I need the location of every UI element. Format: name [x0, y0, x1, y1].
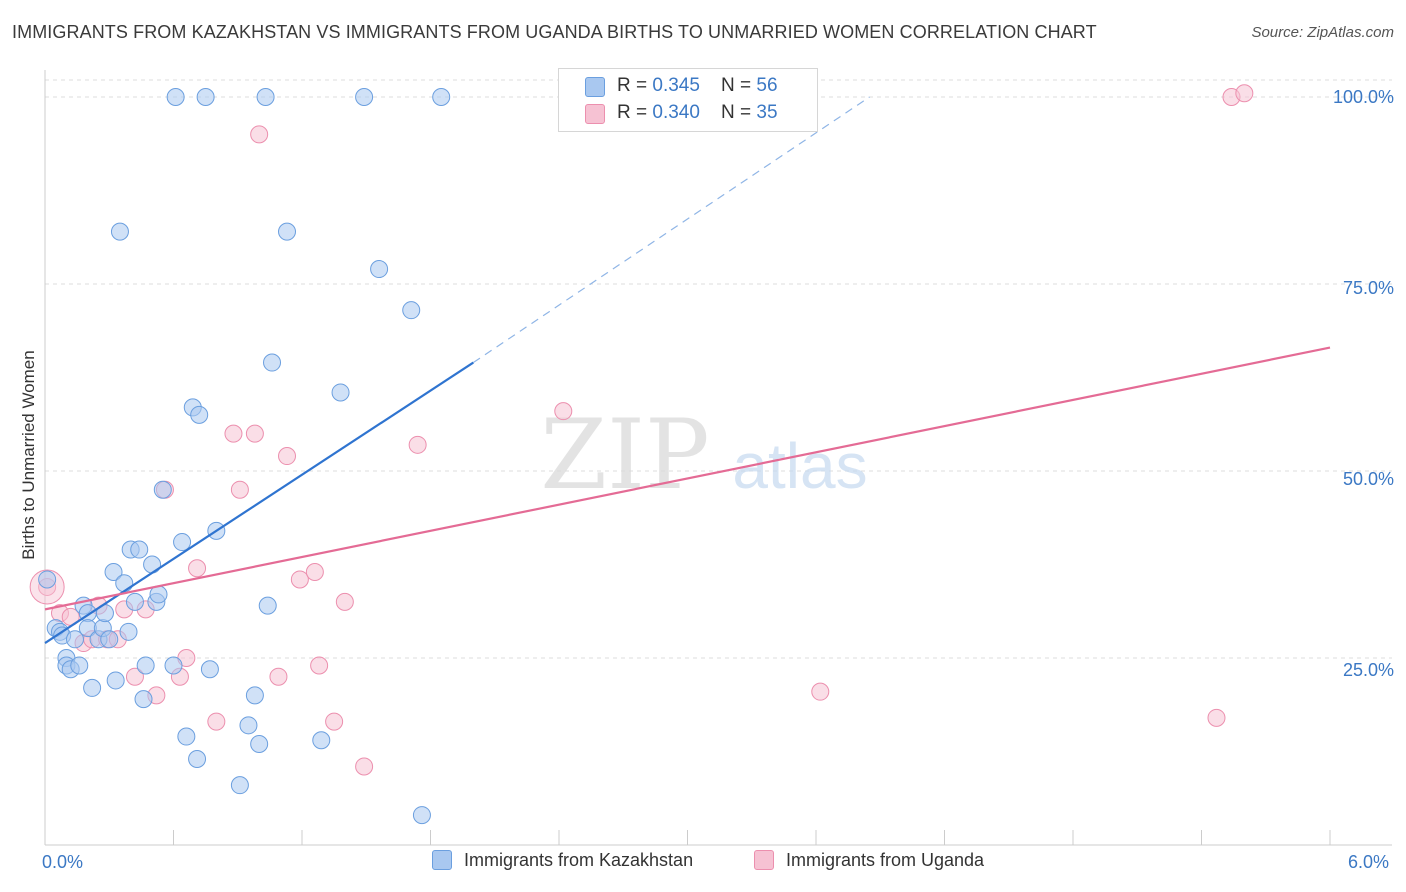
legend-swatch-kazakhstan — [585, 77, 605, 97]
grid-lines — [45, 79, 1392, 659]
bottom-legend-uganda[interactable]: Immigrants from Uganda — [754, 850, 984, 871]
kazakhstan-point — [166, 88, 185, 106]
kazakhstan-point — [200, 660, 219, 679]
x-tick-label-max: 6.0% — [1348, 852, 1390, 872]
kazakhstan-point — [100, 630, 119, 649]
kazakhstan-point — [70, 656, 89, 675]
uganda-point — [355, 757, 374, 776]
bottom-legend-label: Immigrants from Kazakhstan — [464, 850, 694, 870]
x-tick-label-min: 0.0% — [42, 852, 84, 872]
uganda-point — [305, 562, 324, 581]
kazakhstan-point — [106, 671, 125, 690]
kazakhstan-trend-extension — [472, 96, 870, 364]
source-note: Source: ZipAtlas.com — [1251, 24, 1394, 41]
kazakhstan-point — [331, 383, 350, 402]
bottom-legend-kazakhstan[interactable]: Immigrants from Kazakhstan — [432, 850, 693, 871]
kazakhstan-point — [65, 630, 84, 649]
kazakhstan-trend-line — [44, 361, 474, 644]
kazakhstan-point — [104, 562, 123, 581]
watermark: ZIP atlas — [540, 399, 867, 511]
legend-swatch-uganda — [754, 850, 774, 870]
axes — [44, 70, 1392, 846]
kazakhstan-point — [153, 480, 172, 499]
kazakhstan-point — [278, 222, 297, 241]
kazakhstan-point — [245, 686, 264, 705]
kazakhstan-point — [110, 222, 129, 241]
uganda-point — [811, 682, 830, 701]
kazakhstan-point — [177, 727, 196, 746]
uganda-trend-line — [44, 346, 1331, 611]
uganda-point — [125, 667, 144, 686]
kazakhstan-point — [312, 731, 331, 750]
watermark-atlas: atlas — [732, 430, 867, 502]
y-tick-label-75: 75.0% — [1342, 278, 1394, 298]
kazakhstan-point — [188, 749, 207, 768]
uganda-point — [250, 125, 269, 144]
legend-n-value: 56 — [756, 75, 778, 96]
y-tick-label-25: 25.0% — [1342, 660, 1394, 680]
y-tick-label-100: 100.0% — [1332, 87, 1394, 107]
legend-n-label: N = — [721, 102, 757, 123]
kazakhstan-point — [164, 656, 183, 675]
kazakhstan-point — [412, 806, 431, 825]
series-kazakhstan — [38, 88, 451, 825]
legend-r-value: 0.340 — [652, 102, 700, 123]
uganda-point — [554, 402, 573, 421]
legend-r-value: 0.345 — [652, 75, 700, 96]
kazakhstan-point — [38, 570, 57, 589]
trend-lines — [44, 96, 1331, 644]
uganda-point — [290, 570, 309, 589]
kazakhstan-point — [134, 690, 153, 709]
kazakhstan-point — [115, 574, 134, 593]
y-tick-label-50: 50.0% — [1342, 469, 1394, 489]
y-axis-label: Births to Unmarried Women — [19, 350, 38, 560]
kazakhstan-point — [250, 735, 269, 754]
chart-title: IMMIGRANTS FROM KAZAKHSTAN VS IMMIGRANTS… — [12, 22, 1097, 42]
kazakhstan-point — [119, 622, 138, 641]
kazakhstan-point — [263, 353, 282, 372]
legend-r-label: R = — [617, 75, 653, 96]
bottom-legend-label: Immigrants from Uganda — [786, 850, 985, 870]
uganda-point — [230, 480, 249, 499]
uganda-point — [1235, 84, 1254, 103]
kazakhstan-point — [230, 776, 249, 795]
uganda-point — [188, 559, 207, 578]
legend-n-value: 35 — [756, 102, 778, 123]
uganda-point — [278, 447, 297, 466]
kazakhstan-point — [196, 88, 215, 106]
kazakhstan-point — [83, 678, 102, 697]
uganda-point — [310, 656, 329, 675]
kazakhstan-point — [130, 540, 149, 559]
uganda-point — [325, 712, 344, 731]
kazakhstan-point — [370, 260, 389, 279]
uganda-point — [224, 424, 243, 443]
kazakhstan-point — [402, 301, 421, 320]
kazakhstan-point — [355, 88, 374, 106]
kazakhstan-point — [136, 656, 155, 675]
legend-n-label: N = — [721, 75, 757, 96]
kazakhstan-point — [258, 596, 277, 615]
legend-r-label: R = — [617, 102, 653, 123]
legend-swatch-kazakhstan — [432, 850, 452, 870]
kazakhstan-point — [239, 716, 258, 735]
kazakhstan-point — [143, 555, 162, 574]
kazakhstan-point — [125, 592, 144, 611]
uganda-point — [207, 712, 226, 731]
uganda-point — [335, 592, 354, 611]
legend-swatch-uganda — [585, 104, 605, 124]
uganda-point — [269, 667, 288, 686]
kazakhstan-point — [256, 88, 275, 106]
uganda-point — [1207, 708, 1226, 727]
correlation-legend: R = 0.345 N = 56 R = 0.340 N = 35 — [558, 68, 818, 132]
uganda-point — [245, 424, 264, 443]
kazakhstan-point — [190, 405, 209, 424]
kazakhstan-point — [432, 88, 451, 106]
uganda-point — [408, 435, 427, 454]
kazakhstan-point — [173, 533, 192, 552]
